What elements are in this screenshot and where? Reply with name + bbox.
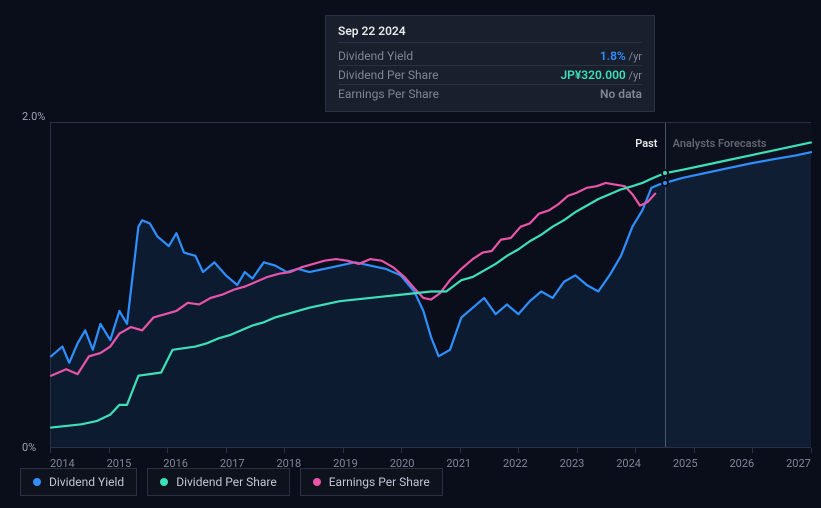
tooltip-row-value: JP¥320.000 /yr bbox=[560, 68, 642, 82]
legend-dot-icon bbox=[160, 478, 168, 486]
chart-svg bbox=[51, 123, 811, 447]
y-axis-label-max: 2.0% bbox=[22, 110, 45, 123]
x-tick bbox=[518, 448, 519, 453]
x-axis-label: 2025 bbox=[673, 457, 698, 470]
legend-dot-icon bbox=[313, 478, 321, 486]
x-axis-label: 2022 bbox=[503, 457, 528, 470]
tooltip-row-value: 1.8% /yr bbox=[600, 49, 642, 63]
chart-legend: Dividend Yield Dividend Per Share Earnings… bbox=[20, 468, 443, 496]
x-axis-label: 2023 bbox=[560, 457, 585, 470]
legend-item-label: Dividend Yield bbox=[49, 475, 124, 489]
y-axis-label-min: 0% bbox=[22, 441, 36, 454]
legend-dot-icon bbox=[33, 478, 41, 486]
x-tick bbox=[635, 448, 636, 453]
tooltip-rows: Dividend Yield 1.8% /yr Dividend Per Share… bbox=[338, 47, 642, 103]
x-tick bbox=[50, 448, 51, 453]
marker-dot bbox=[661, 179, 669, 187]
legend-item-label: Earnings Per Share bbox=[329, 475, 430, 489]
marker-dot bbox=[661, 169, 669, 177]
x-axis-label: 2024 bbox=[616, 457, 641, 470]
x-axis-ticks bbox=[50, 448, 811, 453]
x-tick bbox=[401, 448, 402, 453]
legend-item-dividend_per_share[interactable]: Dividend Per Share bbox=[147, 468, 290, 496]
tooltip-row-value: No data bbox=[600, 87, 642, 101]
tooltip-row: Dividend Yield 1.8% /yr bbox=[338, 47, 642, 66]
x-tick bbox=[577, 448, 578, 453]
x-tick bbox=[343, 448, 344, 453]
x-tick bbox=[226, 448, 227, 453]
x-tick bbox=[167, 448, 168, 453]
tooltip-row-label: Earnings Per Share bbox=[338, 87, 439, 101]
x-tick bbox=[752, 448, 753, 453]
x-tick bbox=[694, 448, 695, 453]
chart-tooltip: Sep 22 2024 Dividend Yield1.8% /yrDivide… bbox=[325, 15, 655, 112]
plot-area[interactable]: Past Analysts Forecasts bbox=[50, 122, 811, 448]
chart-container: 2.0% 0% Past Analysts Forecasts 20142015… bbox=[20, 100, 811, 448]
tooltip-date: Sep 22 2024 bbox=[338, 24, 642, 43]
tooltip-row-label: Dividend Per Share bbox=[338, 68, 439, 82]
legend-item-earnings_per_share[interactable]: Earnings Per Share bbox=[300, 468, 443, 496]
tooltip-row-label: Dividend Yield bbox=[338, 49, 413, 63]
x-axis-label: 2026 bbox=[730, 457, 755, 470]
x-tick bbox=[460, 448, 461, 453]
tooltip-row: Dividend Per Share JP¥320.000 /yr bbox=[338, 66, 642, 85]
x-tick bbox=[811, 448, 812, 453]
x-tick bbox=[284, 448, 285, 453]
x-axis-label: 2027 bbox=[786, 457, 811, 470]
tooltip-row: Earnings Per Share No data bbox=[338, 85, 642, 103]
legend-item-label: Dividend Per Share bbox=[176, 475, 277, 489]
x-tick bbox=[109, 448, 110, 453]
x-axis-label: 2021 bbox=[446, 457, 471, 470]
legend-item-dividend_yield[interactable]: Dividend Yield bbox=[20, 468, 137, 496]
